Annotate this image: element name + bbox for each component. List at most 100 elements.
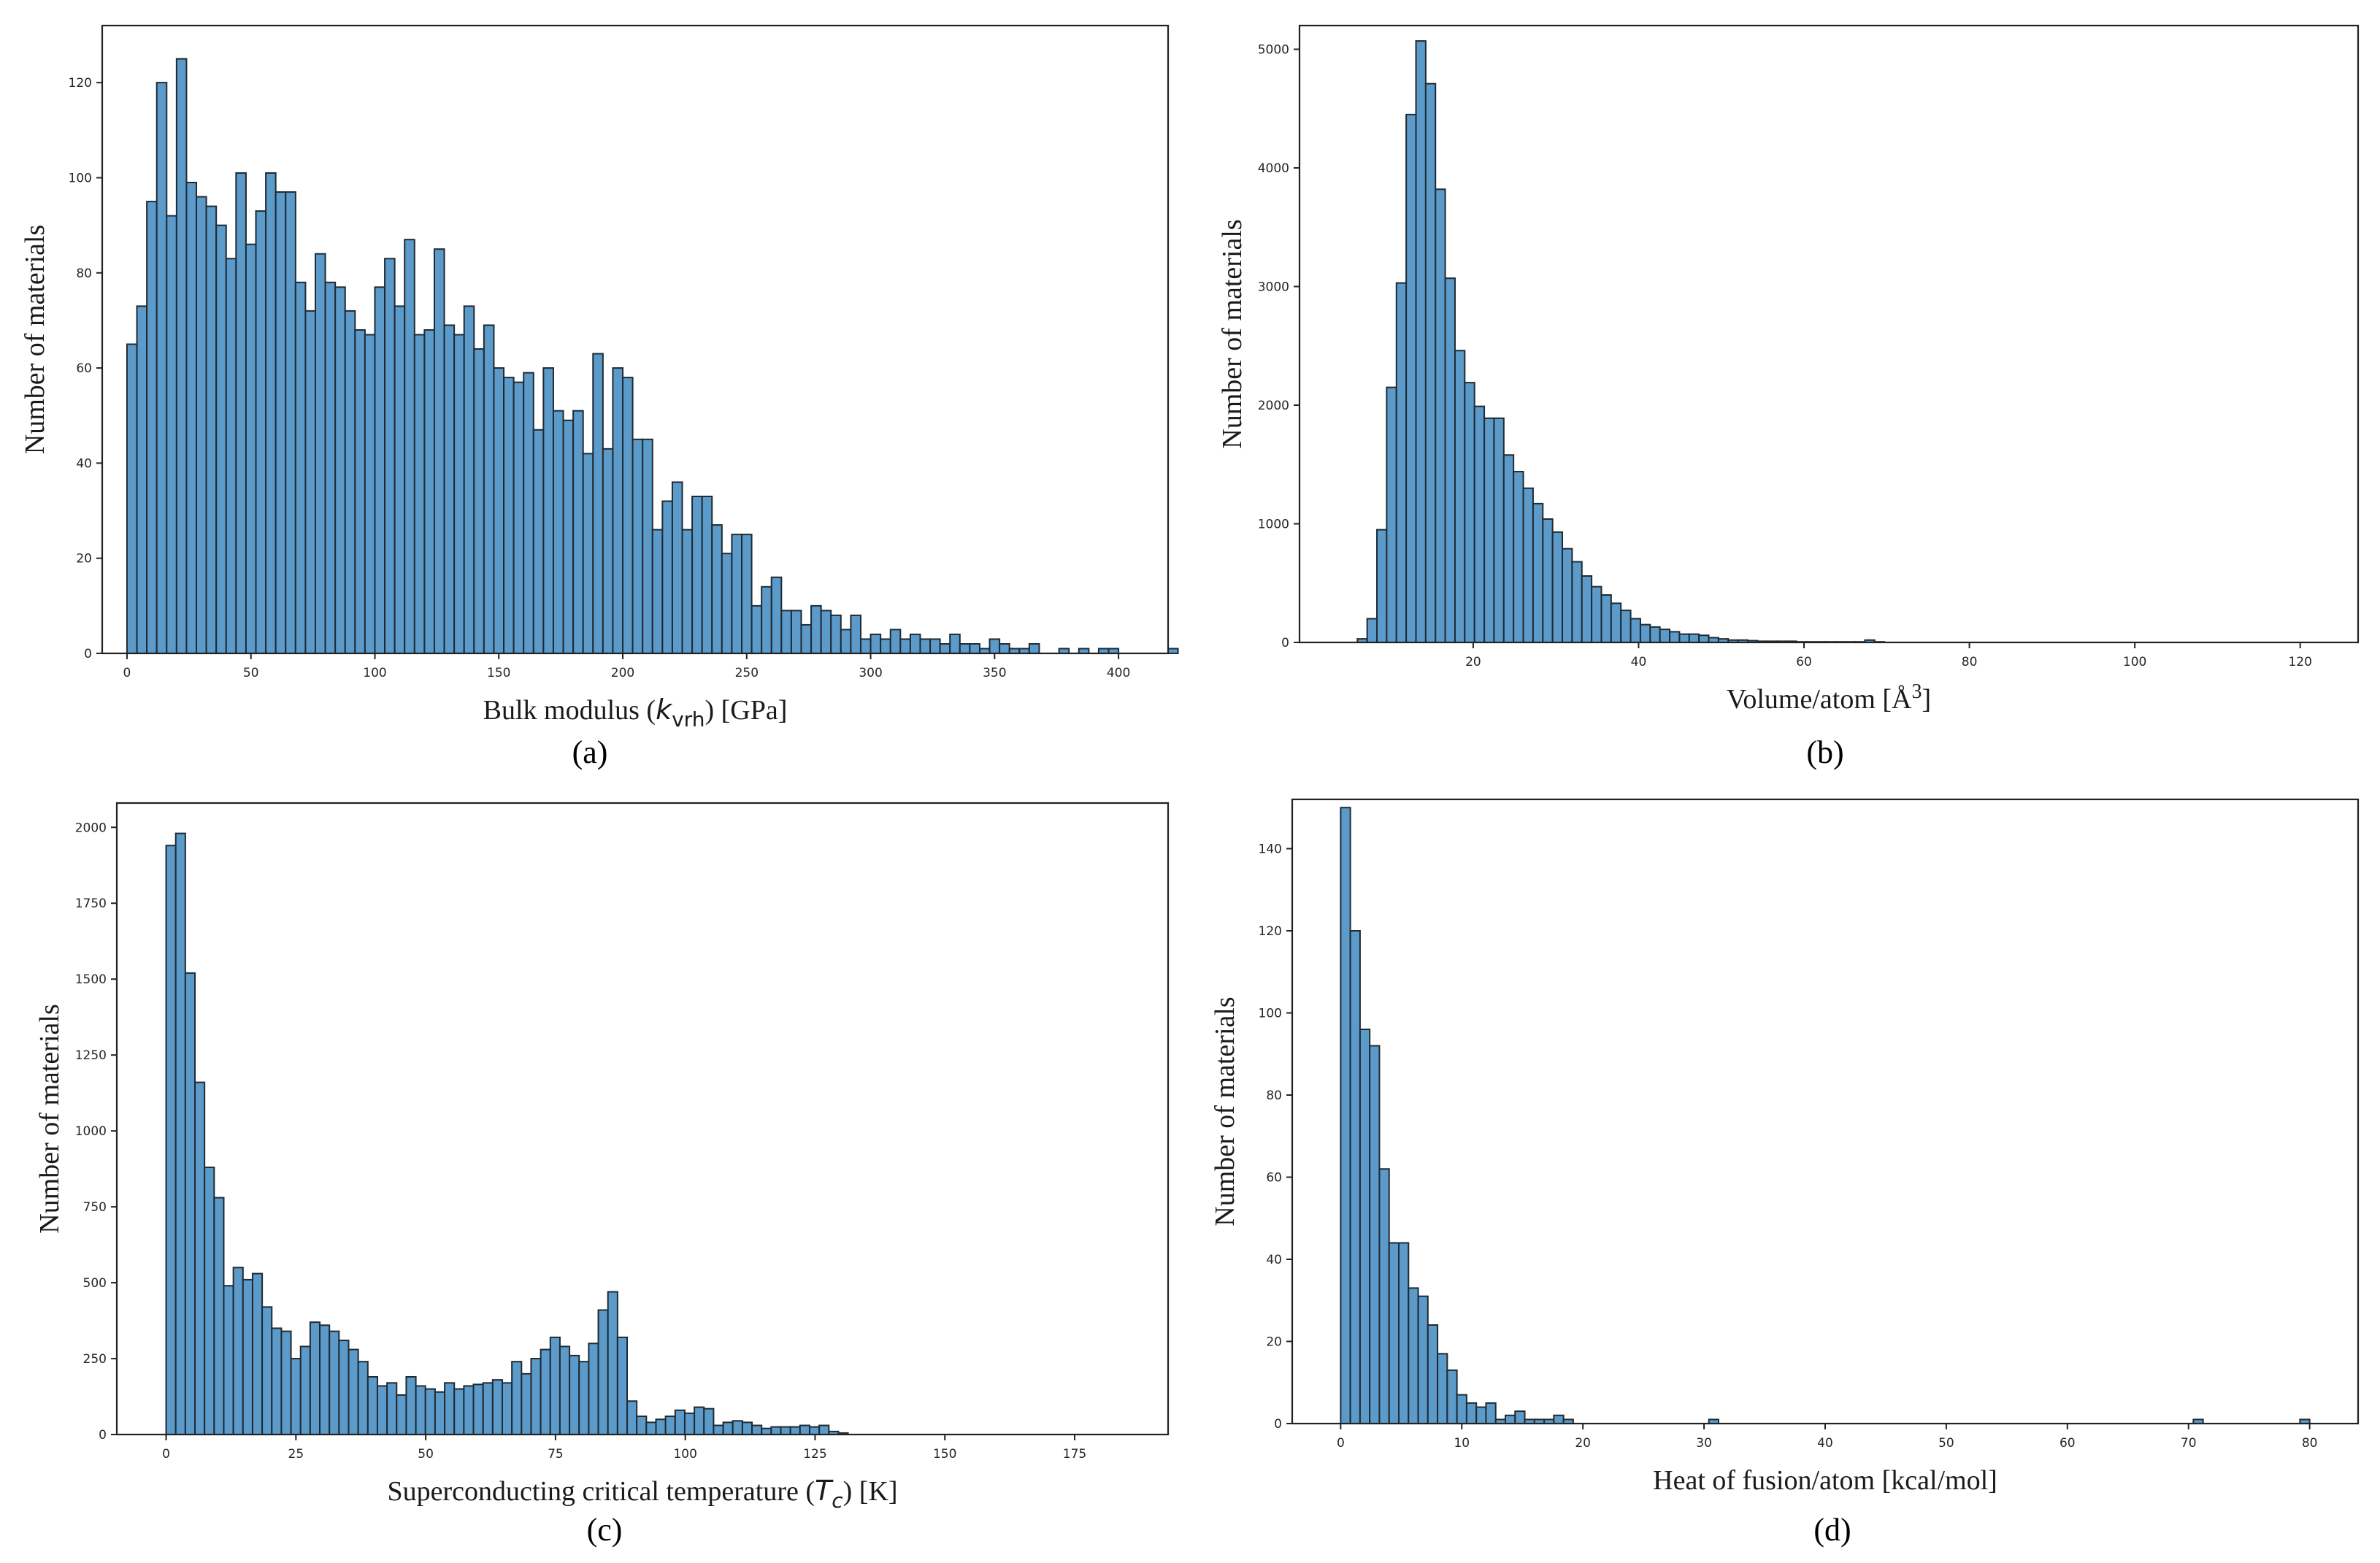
y-axis-label: Number of materials (34, 1004, 65, 1233)
histogram-bar (929, 638, 941, 654)
x-axis-label: Heat of fusion/atom [kcal/mol] (1653, 1465, 1997, 1496)
x-tick-label: 100 (363, 666, 386, 680)
histogram-bar (683, 1412, 696, 1435)
histogram-bar (840, 629, 852, 655)
histogram-bar (1649, 626, 1661, 643)
histogram-bar (404, 239, 415, 654)
histogram-bar (235, 172, 247, 654)
histogram-bar (674, 1409, 686, 1435)
histogram-bar (1600, 594, 1612, 643)
histogram-bar (810, 604, 822, 655)
histogram-bar (511, 1361, 523, 1435)
histogram-bar (939, 642, 951, 655)
y-tick-label: 20 (76, 552, 92, 567)
histogram-bar (324, 281, 337, 654)
x-axis-label-text: Superconducting critical temperature ( (387, 1476, 815, 1507)
histogram-bar (453, 1388, 465, 1436)
histogram-bar (126, 343, 138, 654)
histogram-bar (364, 334, 376, 654)
x-tick-label: 100 (2123, 655, 2146, 669)
histogram-bar (582, 453, 594, 654)
histogram-bar (294, 281, 307, 654)
x-tick-label: 20 (1575, 1436, 1591, 1451)
x-tick-label: 40 (1631, 655, 1647, 669)
histogram-bar (1388, 1242, 1400, 1424)
histogram-bar (175, 58, 188, 654)
histogram-bar (626, 1400, 638, 1435)
histogram-bar (691, 496, 703, 654)
x-tick-label: 0 (123, 666, 131, 680)
histogram-bar (503, 377, 515, 654)
histogram-bar (761, 585, 772, 655)
x-tick-label: 250 (735, 666, 759, 680)
axes-frame (1298, 24, 2360, 644)
x-axis-label-variable: T (815, 1475, 834, 1507)
histogram-bar (146, 201, 158, 654)
histogram-bar (304, 310, 317, 654)
histogram-bar (636, 1416, 648, 1436)
histogram-bar (642, 438, 653, 654)
histogram-bar (205, 205, 218, 654)
histogram-bar (196, 196, 207, 654)
histogram-bar (285, 191, 296, 655)
x-axis-label-text: Volume/atom [Å (1727, 684, 1912, 715)
y-tick-label: 5000 (1258, 43, 1289, 58)
histogram-bar (386, 1382, 398, 1435)
histogram-bar (1456, 1394, 1467, 1424)
y-tick-label: 0 (99, 1428, 107, 1443)
histogram-bar (1620, 610, 1632, 643)
y-tick-label: 140 (1259, 842, 1282, 857)
histogram-bar (721, 553, 733, 654)
x-axis-label-subscript: vrh (672, 707, 705, 731)
histogram-bar (265, 172, 277, 654)
histogram-bar (1167, 648, 1179, 655)
histogram-bar (799, 1424, 810, 1436)
histogram-bar (184, 972, 196, 1435)
histogram-bar (415, 1385, 426, 1436)
histogram-bar (1369, 1045, 1381, 1424)
histogram-bar (1465, 1402, 1478, 1424)
histogram-bar (572, 410, 584, 655)
histogram-bar (1408, 1287, 1419, 1424)
panel-label: (a) (572, 734, 608, 770)
y-tick-label: 60 (76, 361, 92, 376)
x-axis-label: Bulk modulus (kvrh) [GPa] (483, 694, 788, 731)
histogram-bar (761, 1427, 772, 1436)
histogram-bar (174, 832, 186, 1435)
histogram-bar (549, 1336, 561, 1436)
histogram-bar (329, 1330, 340, 1435)
histogram-bar (483, 324, 495, 654)
histogram-bar (808, 1426, 821, 1436)
histogram-bar (523, 372, 534, 654)
histogram-bar (299, 1345, 311, 1436)
histogram-bar (156, 82, 168, 654)
histogram-bar (384, 258, 396, 654)
histogram-bar (271, 1327, 283, 1436)
histogram-bar (770, 576, 783, 654)
histogram-bar (751, 604, 763, 655)
x-tick-label: 300 (859, 666, 882, 680)
histogram-bar (472, 1383, 484, 1435)
histogram-bar (348, 1348, 359, 1436)
histogram-bar (1028, 642, 1040, 655)
histogram-bar (632, 438, 644, 654)
y-tick-label: 1000 (1258, 518, 1289, 532)
x-tick-label: 25 (288, 1447, 304, 1462)
histogram-bar (1551, 531, 1564, 643)
x-tick-label: 75 (548, 1447, 564, 1462)
histogram-bar (1698, 634, 1710, 643)
histogram-bar (800, 623, 813, 655)
y-tick-label: 4000 (1258, 161, 1289, 176)
y-tick-label: 250 (83, 1352, 107, 1367)
histogram-bar (789, 1426, 801, 1436)
histogram-bar (242, 1278, 253, 1436)
histogram-bar (870, 633, 882, 654)
x-tick-label: 125 (803, 1447, 826, 1462)
y-tick-label: 40 (1266, 1253, 1282, 1267)
histogram-bar (722, 1421, 734, 1435)
histogram-bar (880, 638, 891, 654)
y-axis-label: Number of materials (1210, 996, 1240, 1226)
bars (1356, 40, 1886, 643)
y-tick-label: 60 (1266, 1171, 1282, 1186)
